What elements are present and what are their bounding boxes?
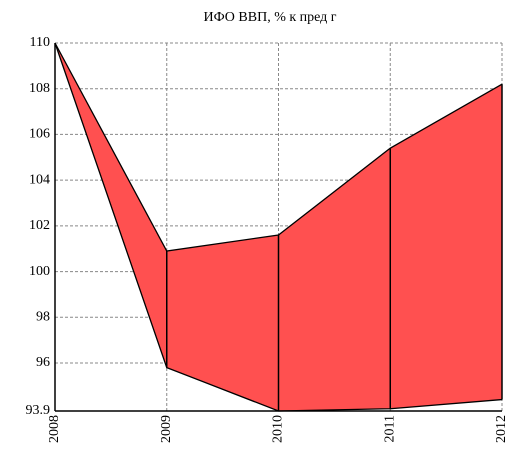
x-tick-label: 2011 xyxy=(382,415,397,442)
chart-title: ИФО ВВП, % к пред г xyxy=(203,10,336,25)
y-tick-label: 104 xyxy=(29,172,50,187)
y-tick-label: 106 xyxy=(29,127,50,142)
x-tick-label: 2012 xyxy=(494,415,509,443)
y-tick-label: 102 xyxy=(29,218,50,233)
y-tick-label: 110 xyxy=(30,35,50,50)
x-tick-label: 2008 xyxy=(47,415,62,443)
y-tick-label: 96 xyxy=(36,355,50,370)
y-tick-label: 108 xyxy=(29,81,50,96)
y-tick-label: 100 xyxy=(29,264,50,279)
y-tick-label: 98 xyxy=(36,310,50,325)
x-tick-label: 2009 xyxy=(159,415,174,443)
y-tick-label: 93.9 xyxy=(26,403,51,418)
x-tick-label: 2010 xyxy=(271,415,286,443)
